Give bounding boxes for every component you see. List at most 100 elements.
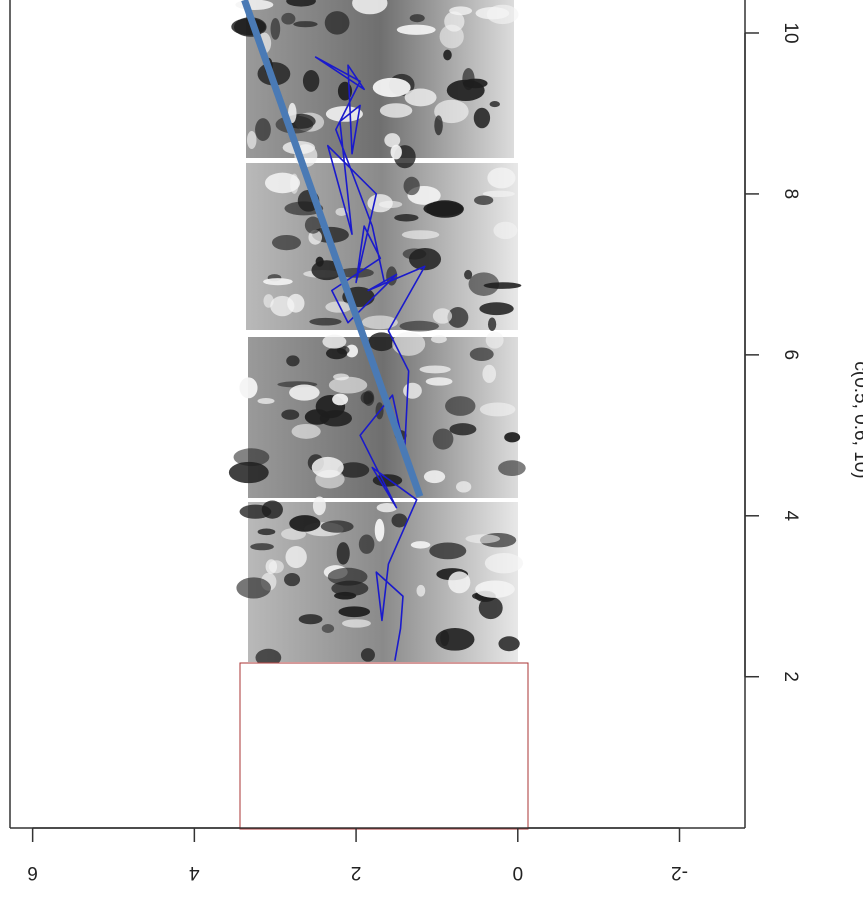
texture-blob [298, 614, 323, 625]
image-panels [246, 0, 518, 662]
x-tick-label: 6 [780, 350, 801, 361]
texture-blob [401, 230, 440, 240]
texture-blob [379, 103, 413, 118]
blank-box [239, 662, 529, 830]
texture-blob [449, 423, 477, 436]
y-tick-label: 4 [189, 862, 200, 883]
texture-blob [474, 195, 494, 206]
texture-blob [416, 584, 426, 597]
texture-blob [358, 534, 375, 554]
texture-blob [327, 567, 368, 586]
texture-blob [455, 481, 472, 493]
texture-blob [352, 0, 388, 15]
texture-blob [246, 131, 257, 150]
texture-blob [394, 214, 419, 222]
texture-blob [448, 571, 471, 594]
texture-blob [268, 560, 284, 574]
texture-blob [345, 344, 359, 358]
texture-blob [291, 423, 321, 439]
texture-blob [473, 107, 491, 129]
texture-blob [487, 317, 497, 332]
texture-blob [432, 428, 454, 450]
texture-blob [233, 448, 270, 467]
texture-blob [336, 542, 350, 565]
texture-blob [361, 315, 398, 330]
texture-blob [285, 546, 307, 569]
texture-blob [255, 648, 282, 667]
texture-blob [399, 320, 439, 332]
texture-blob [493, 221, 518, 240]
texture-blob [465, 534, 501, 544]
texture-blob [403, 176, 420, 196]
texture-blob [403, 382, 422, 399]
texture-blob [376, 502, 398, 513]
texture-blob [312, 496, 326, 516]
texture-blob [463, 78, 488, 89]
texture-blob [434, 99, 469, 124]
y-tick-label: 0 [512, 862, 523, 883]
x-axis-title: c(0.5, 0.6, 10) [850, 361, 863, 478]
texture-blob [332, 393, 349, 406]
texture-blob [337, 267, 374, 278]
texture-blob [483, 282, 522, 289]
texture-blob [485, 331, 504, 349]
texture-blob [321, 624, 335, 633]
texture-blob [308, 229, 322, 245]
texture-blob [475, 7, 510, 20]
texture-blob [423, 201, 464, 216]
texture-blob [284, 572, 301, 587]
texture-blob [337, 462, 370, 478]
texture-blob [498, 636, 520, 652]
texture-blob [484, 552, 524, 574]
texture-blob [257, 398, 275, 405]
texture-blob [479, 402, 516, 417]
texture-blob [281, 12, 296, 25]
texture-blob [409, 14, 425, 23]
texture-blob [432, 308, 453, 324]
texture-blob [322, 334, 347, 349]
texture-blob [335, 207, 348, 216]
texture-blob [236, 577, 271, 599]
texture-blob [325, 301, 352, 313]
texture-blob [281, 409, 300, 420]
texture-blob [360, 648, 375, 662]
y-tick-label: -2 [671, 862, 688, 883]
texture-blob [250, 543, 274, 551]
texture-blob [228, 461, 269, 484]
texture-blob [469, 347, 494, 362]
texture-blob [289, 515, 321, 532]
texture-blob [478, 596, 503, 620]
texture-blob [325, 347, 348, 360]
texture-blob [487, 167, 516, 189]
texture-blob [429, 542, 467, 560]
texture-blob [271, 234, 301, 251]
texture-blob [270, 17, 281, 40]
texture-blob [464, 269, 473, 280]
texture-blob [239, 504, 272, 519]
texture-blob [498, 460, 526, 476]
texture-blob [257, 528, 276, 536]
texture-blob [404, 88, 437, 107]
texture-blob [311, 456, 344, 478]
texture-blob [423, 470, 446, 484]
texture-blob [324, 11, 350, 35]
texture-blob [390, 144, 402, 160]
texture-blob [289, 384, 320, 401]
texture-blob [302, 70, 320, 92]
texture-blob [367, 194, 393, 213]
texture-blob [445, 396, 476, 416]
texture-blob [410, 541, 431, 549]
texture-blob [286, 0, 316, 7]
texture-blob [443, 49, 452, 61]
texture-blob [342, 619, 371, 628]
texture-blob [287, 293, 305, 313]
x-tick-label: 10 [780, 22, 801, 43]
texture-blob [431, 335, 447, 344]
texture-blob [425, 377, 453, 386]
texture-blob [368, 332, 395, 352]
texture-blob [372, 77, 411, 98]
texture-blob [391, 513, 408, 528]
texture-blob [288, 102, 297, 124]
